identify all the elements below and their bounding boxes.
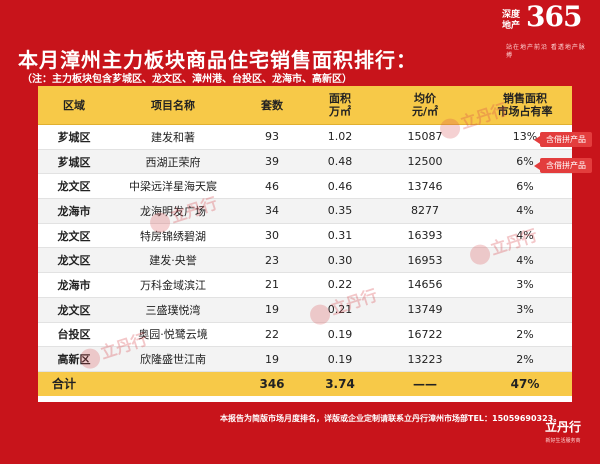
cell-project: 万科金域滨江 xyxy=(110,272,236,298)
cell-units: 23 xyxy=(236,247,308,274)
cell-share: 4% xyxy=(478,198,572,224)
cell-area: 0.48 xyxy=(308,149,372,175)
table-row: 龙海市 万科金域滨江 21 0.22 14656 3% xyxy=(38,272,572,298)
total-share: 47% xyxy=(478,371,572,396)
cell-share: 4% xyxy=(478,247,572,274)
cell-project: 建发和著 xyxy=(110,124,236,150)
table-row: 芗城区 建发和著 93 1.02 15087 13% xyxy=(38,124,572,150)
cell-region: 龙文区 xyxy=(38,223,110,249)
table-row: 龙文区 建发·央誉 23 0.30 16953 4% xyxy=(38,247,572,274)
cell-units: 39 xyxy=(236,149,308,175)
cell-region: 高新区 xyxy=(38,346,110,372)
product-tag: 含借拼产品 xyxy=(534,158,592,173)
brand-badge: 深度地产 365 站在地产前沿 看透地产脉搏 xyxy=(502,0,594,59)
cell-area: 0.22 xyxy=(308,272,372,298)
cell-region: 台投区 xyxy=(38,322,110,348)
cell-price: 14656 xyxy=(372,272,478,298)
brand-slogan: 站在地产前沿 看透地产脉搏 xyxy=(506,44,586,59)
cell-region: 龙海市 xyxy=(38,198,110,224)
cell-project: 三盛璞悦湾 xyxy=(110,297,236,323)
cell-project: 建发·央誉 xyxy=(110,247,236,274)
cell-region: 龙文区 xyxy=(38,297,110,323)
table-header: 区域 项目名称 套数 面积 万㎡ 均价 元/㎡ 销售面积 市场占有率 xyxy=(38,86,572,125)
cell-area: 1.02 xyxy=(308,124,372,150)
cell-units: 30 xyxy=(236,223,308,249)
cell-price: 16953 xyxy=(372,247,478,274)
table-row: 台投区 奥园·悦鹭云境 22 0.19 16722 2% xyxy=(38,322,572,348)
cell-project: 特房锦绣碧湖 xyxy=(110,223,236,249)
column-header: 面积 万㎡ xyxy=(308,86,372,125)
page-title: 本月漳州主力板块商品住宅销售面积排行： xyxy=(18,48,417,72)
cell-price: 8277 xyxy=(372,198,478,224)
table-body: 芗城区 建发和著 93 1.02 15087 13% 芗城区 西湖正荣府 39 0.48 12500… xyxy=(38,124,572,396)
cell-share: 6% xyxy=(478,173,572,200)
cell-project: 龙海明发广场 xyxy=(110,198,236,224)
cell-share: 4% xyxy=(478,223,572,249)
sales-ranking-table: 区域 项目名称 套数 面积 万㎡ 均价 元/㎡ 销售面积 市场占有率 芗城区 建发和著 93 1.02… xyxy=(38,86,572,396)
cell-area: 0.30 xyxy=(308,247,372,274)
cell-project: 中梁远洋星海天宸 xyxy=(110,173,236,200)
cell-price: 12500 xyxy=(372,149,478,175)
footnote: 本报告为简版市场月度排名，详版或企业定制请联系立丹行漳州市场部TEL：15059… xyxy=(220,414,562,423)
total-area: 3.74 xyxy=(308,371,372,396)
cell-region: 芗城区 xyxy=(38,149,110,175)
cell-area: 0.35 xyxy=(308,198,372,224)
cell-share: 3% xyxy=(478,272,572,298)
column-header: 销售面积 市场占有率 xyxy=(478,86,572,125)
cell-price: 16722 xyxy=(372,322,478,348)
page-subtitle: （注：主力板块包含芗城区、龙文区、漳州港、台投区、龙海市、高新区） xyxy=(22,74,352,85)
column-header: 区域 xyxy=(38,86,110,125)
cell-units: 93 xyxy=(236,124,308,150)
cell-region: 龙文区 xyxy=(38,173,110,200)
cell-project: 西湖正荣府 xyxy=(110,149,236,175)
cell-units: 19 xyxy=(236,297,308,323)
cell-price: 13223 xyxy=(372,346,478,372)
cell-share: 3% xyxy=(478,297,572,323)
total-units: 346 xyxy=(236,371,308,396)
cell-price: 15087 xyxy=(372,124,478,150)
column-header: 项目名称 xyxy=(110,86,236,125)
total-label: 合计 xyxy=(38,371,236,396)
company-logo: 立丹行 新好生活服务商 xyxy=(536,418,590,456)
cell-units: 22 xyxy=(236,322,308,348)
cell-price: 16393 xyxy=(372,223,478,249)
cell-units: 21 xyxy=(236,272,308,298)
cell-region: 龙海市 xyxy=(38,272,110,298)
table-row: 高新区 欣隆盛世江南 19 0.19 13223 2% xyxy=(38,346,572,372)
logo-name: 立丹行 xyxy=(544,420,581,434)
column-header: 均价 元/㎡ xyxy=(372,86,478,125)
cell-area: 0.46 xyxy=(308,173,372,200)
table-row: 芗城区 西湖正荣府 39 0.48 12500 6% xyxy=(38,149,572,175)
cell-project: 欣隆盛世江南 xyxy=(110,346,236,372)
table-row: 龙文区 三盛璞悦湾 19 0.21 13749 3% xyxy=(38,297,572,323)
ranking-panel: 区域 项目名称 套数 面积 万㎡ 均价 元/㎡ 销售面积 市场占有率 芗城区 建发和著 93 1.02… xyxy=(38,86,572,402)
table-row: 龙海市 龙海明发广场 34 0.35 8277 4% xyxy=(38,198,572,224)
cell-area: 0.19 xyxy=(308,346,372,372)
table-row: 龙文区 中梁远洋星海天宸 46 0.46 13746 6% xyxy=(38,173,572,200)
cell-units: 34 xyxy=(236,198,308,224)
cell-share: 2% xyxy=(478,346,572,372)
cell-area: 0.21 xyxy=(308,297,372,323)
cell-region: 龙文区 xyxy=(38,247,110,274)
total-price: —— xyxy=(372,371,478,396)
cell-price: 13749 xyxy=(372,297,478,323)
cell-region: 芗城区 xyxy=(38,124,110,150)
total-row: 合计 346 3.74 —— 47% xyxy=(38,371,572,396)
cell-price: 13746 xyxy=(372,173,478,200)
logo-slogan: 新好生活服务商 xyxy=(545,438,581,444)
cell-area: 0.31 xyxy=(308,223,372,249)
column-header: 套数 xyxy=(236,86,308,125)
cell-units: 19 xyxy=(236,346,308,372)
brand-tagline: 深度地产 xyxy=(502,10,521,31)
brand-number: 365 xyxy=(526,0,582,33)
table-row: 龙文区 特房锦绣碧湖 30 0.31 16393 4% xyxy=(38,223,572,249)
cell-units: 46 xyxy=(236,173,308,200)
cell-share: 2% xyxy=(478,322,572,348)
cell-area: 0.19 xyxy=(308,322,372,348)
product-tag: 含借拼产品 xyxy=(534,132,592,147)
cell-project: 奥园·悦鹭云境 xyxy=(110,322,236,348)
